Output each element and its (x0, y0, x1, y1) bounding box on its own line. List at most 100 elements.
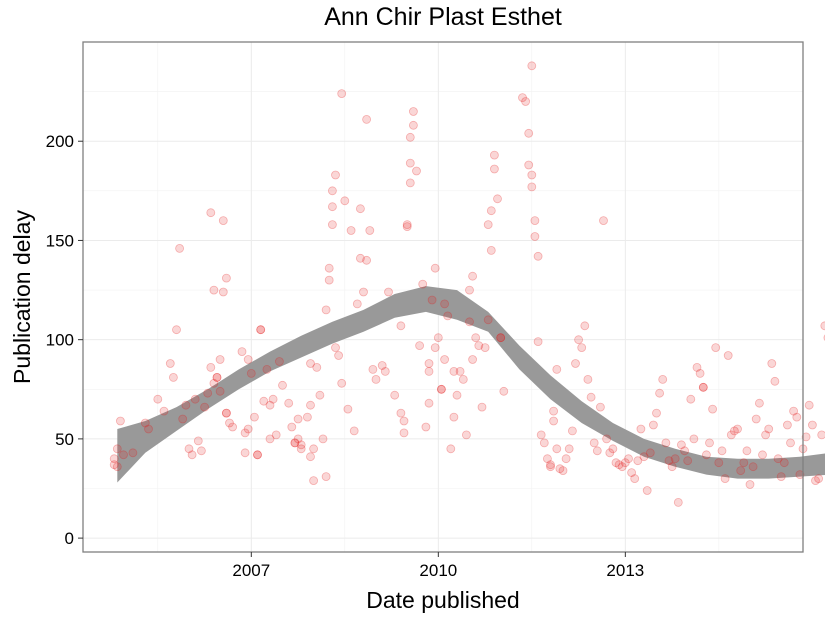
data-point (218, 287, 228, 297)
chart-title: Ann Chir Plast Esthet (324, 3, 562, 31)
data-point (318, 434, 328, 444)
data-point (268, 394, 278, 404)
data-point (817, 430, 825, 440)
data-point (493, 194, 502, 204)
data-point (711, 343, 721, 353)
data-point (246, 368, 256, 378)
data-point (698, 382, 708, 392)
data-point (486, 206, 496, 216)
data-point (549, 406, 558, 416)
data-point (767, 359, 777, 368)
data-point (240, 428, 250, 438)
data-point (290, 438, 300, 448)
data-point (296, 440, 306, 450)
data-point (206, 208, 216, 218)
y-tick-label: 0 (65, 529, 74, 548)
data-point (599, 216, 608, 226)
x-tick-label: 2010 (419, 561, 457, 580)
data-points (109, 61, 825, 507)
data-point (221, 273, 231, 283)
data-point (814, 474, 823, 484)
data-point (309, 476, 319, 486)
data-point (293, 434, 303, 444)
data-point (321, 472, 331, 482)
data-point (649, 420, 658, 430)
data-point (667, 462, 677, 472)
data-point (820, 321, 825, 331)
data-point (249, 412, 259, 422)
data-point (549, 416, 558, 426)
data-point (144, 424, 153, 434)
data-point (237, 347, 247, 357)
data-point (792, 412, 802, 422)
data-point (436, 384, 446, 394)
data-point (811, 476, 820, 486)
data-point (175, 243, 185, 253)
data-point (187, 450, 197, 460)
data-point (355, 253, 365, 263)
data-point (642, 486, 652, 495)
data-point (518, 93, 527, 102)
data-point (458, 374, 468, 384)
data-point (327, 186, 337, 196)
data-point (209, 378, 219, 388)
data-point (730, 426, 739, 436)
data-point (427, 295, 437, 305)
data-point (440, 299, 450, 309)
data-point (296, 444, 306, 454)
data-point (645, 448, 655, 458)
data-point (583, 374, 593, 384)
data-point (109, 460, 119, 470)
data-point (352, 299, 362, 309)
data-point (265, 400, 275, 410)
y-tick-label: 50 (55, 430, 74, 449)
data-point (655, 388, 664, 398)
data-point (761, 430, 770, 440)
data-point (546, 460, 555, 470)
x-axis-label: Date published (366, 587, 519, 613)
data-point (109, 454, 119, 464)
data-point (474, 341, 484, 351)
data-point (789, 406, 798, 416)
data-point (720, 474, 730, 484)
data-point (742, 446, 752, 456)
data-point (346, 226, 356, 235)
data-point (412, 166, 421, 176)
data-point (552, 364, 562, 374)
data-point (446, 444, 456, 454)
data-point (664, 456, 674, 466)
data-point (773, 454, 783, 464)
data-point (496, 333, 506, 343)
data-point (783, 420, 792, 430)
data-point (321, 305, 331, 315)
data-point (309, 444, 319, 454)
data-point (808, 420, 817, 430)
data-point (530, 232, 540, 241)
data-point (228, 422, 238, 432)
data-point (306, 452, 315, 462)
data-point (658, 374, 668, 384)
smooth-band (117, 286, 825, 483)
data-point (221, 408, 231, 418)
data-point (733, 424, 742, 434)
data-point (324, 275, 334, 285)
data-point (259, 396, 269, 406)
data-point (221, 408, 231, 418)
data-point (253, 450, 262, 460)
data-point (636, 424, 646, 434)
data-point (424, 366, 434, 376)
data-point (256, 325, 266, 335)
data-point (748, 462, 758, 472)
data-point (521, 97, 530, 106)
data-point (449, 412, 459, 422)
data-point (190, 394, 200, 404)
data-point (196, 446, 206, 456)
data-point (262, 364, 272, 374)
data-point (349, 426, 359, 436)
data-point (355, 204, 365, 214)
data-point (331, 343, 340, 353)
data-point (527, 182, 537, 192)
data-point (212, 372, 222, 382)
data-point (468, 355, 478, 364)
data-point (480, 343, 490, 353)
